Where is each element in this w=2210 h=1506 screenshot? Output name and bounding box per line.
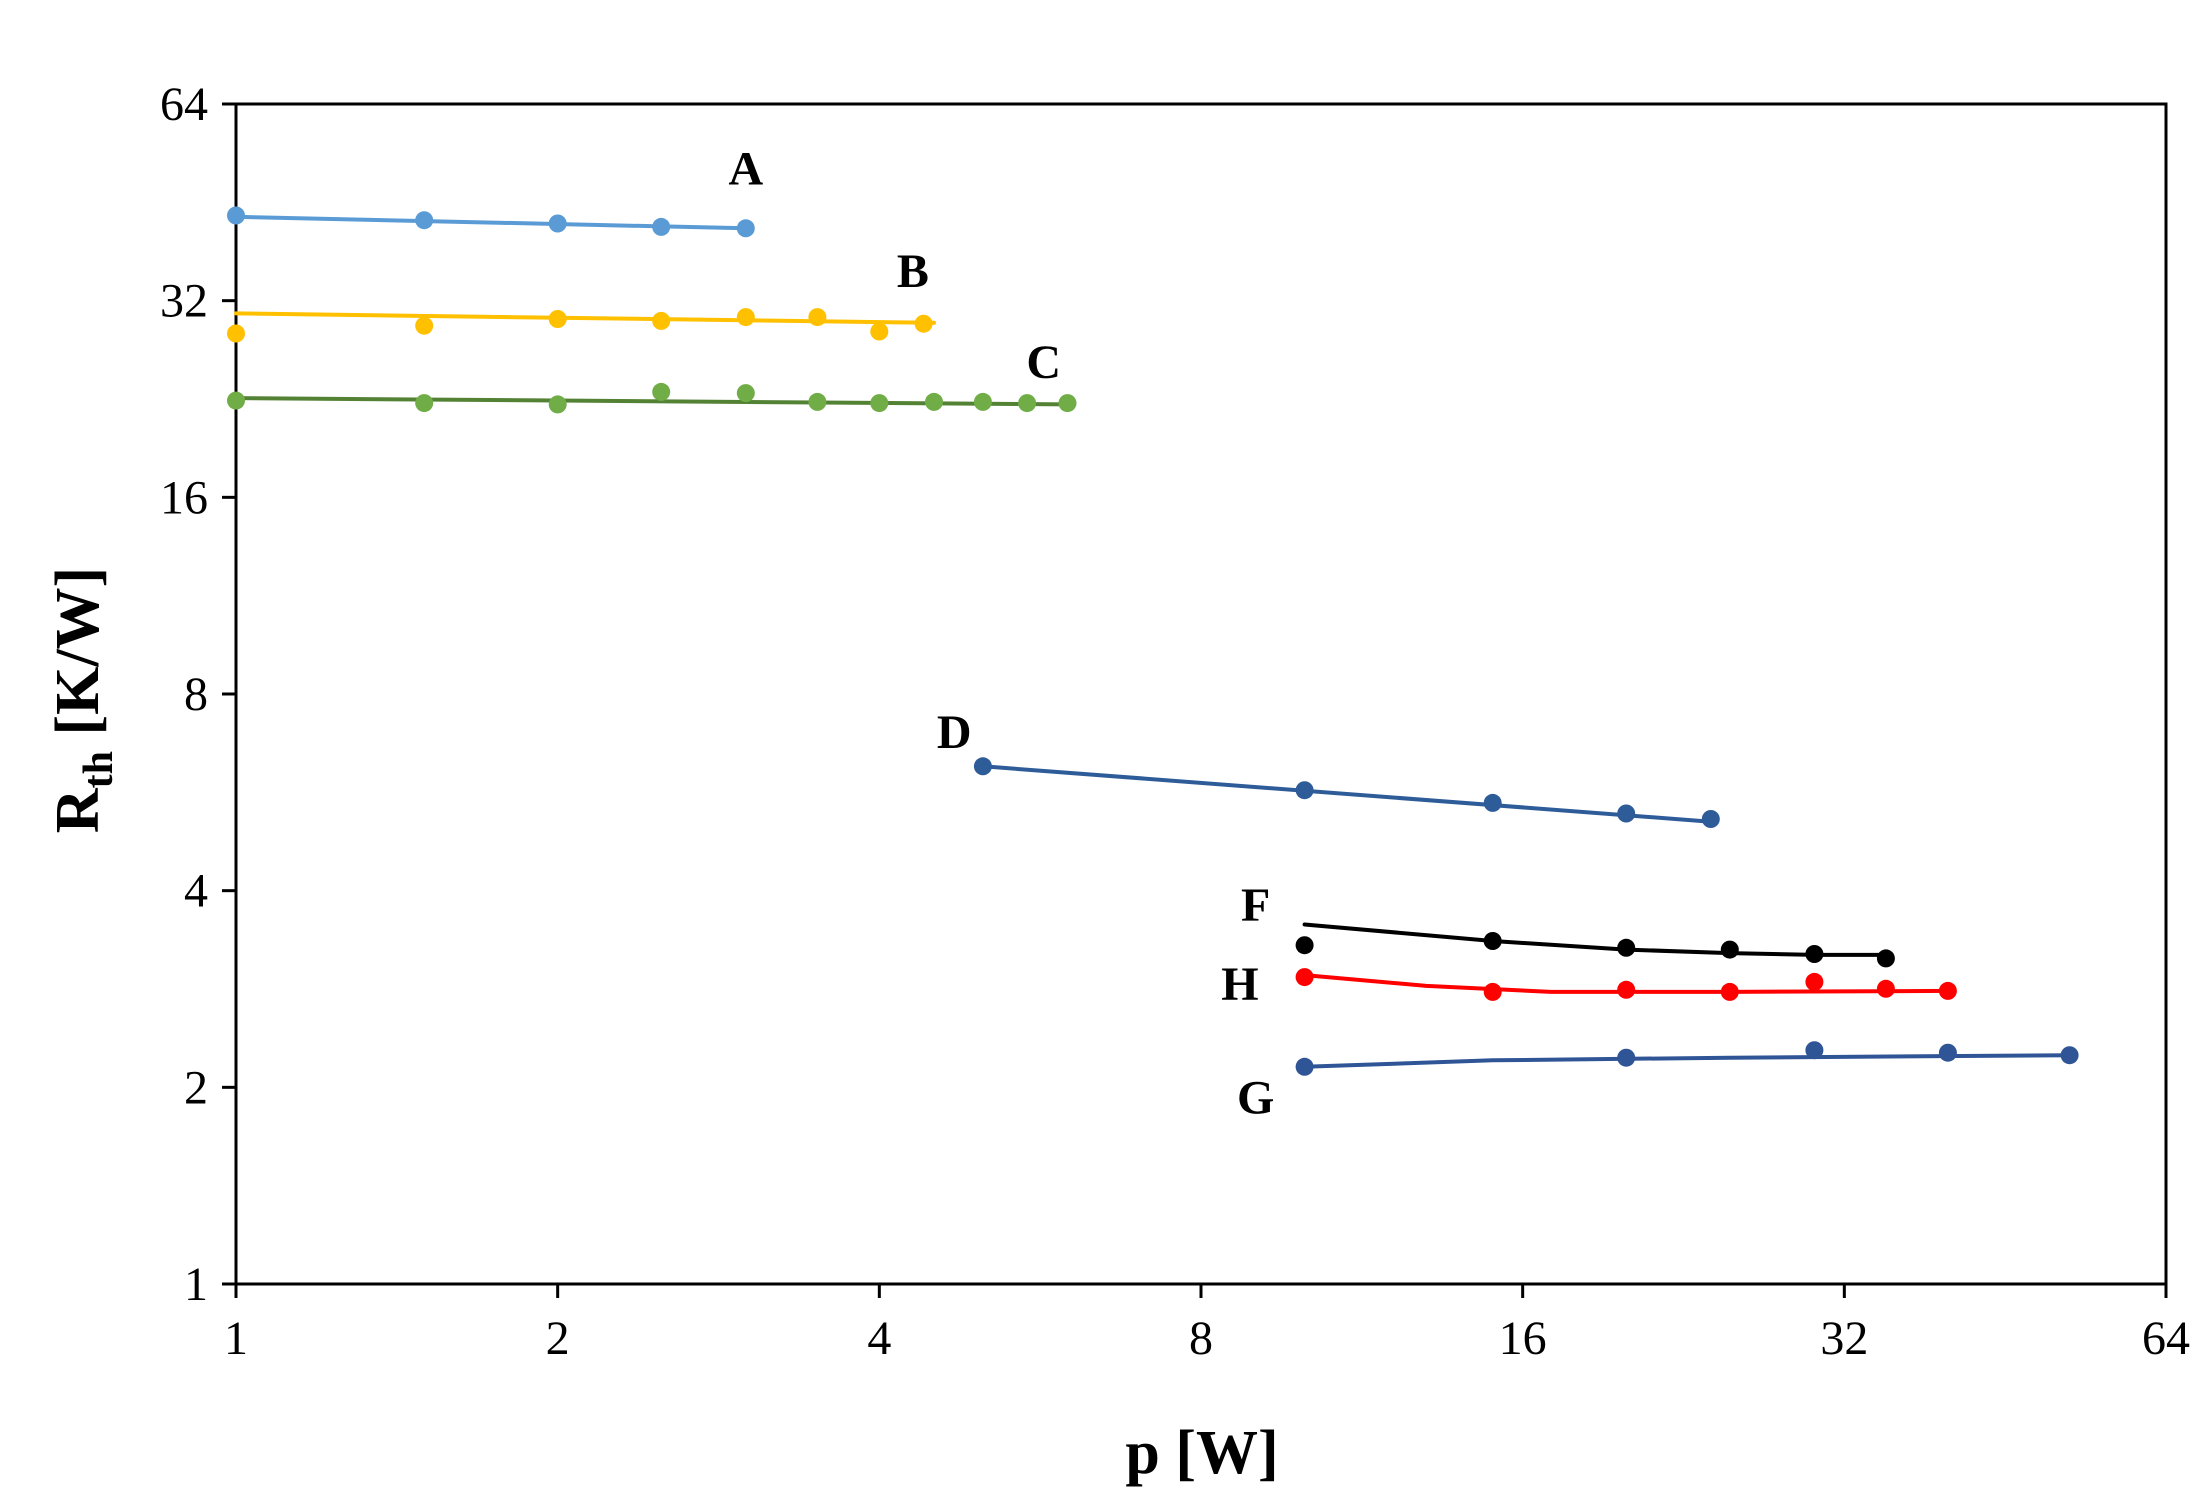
data-point-F-3 xyxy=(1720,940,1739,959)
data-points xyxy=(227,206,2079,1076)
y-tick-label-64: 64 xyxy=(160,78,208,131)
data-point-B-0 xyxy=(227,324,245,343)
data-point-C-0 xyxy=(227,391,245,410)
data-point-H-6 xyxy=(1938,981,1957,1000)
data-point-H-3 xyxy=(1720,982,1739,1001)
x-axis-ticks: 1 2 4 8 16 32 64 xyxy=(224,1284,2190,1365)
data-point-G-3 xyxy=(1938,1043,1957,1062)
series-label-B: B xyxy=(897,245,929,298)
data-point-A-2 xyxy=(548,214,567,233)
data-point-C-6 xyxy=(870,394,889,413)
data-point-D-1 xyxy=(1295,781,1314,800)
x-tick-label-32: 32 xyxy=(1820,1312,1868,1365)
data-point-B-6 xyxy=(870,322,889,341)
y-tick-label-8: 8 xyxy=(184,668,208,721)
data-point-D-2 xyxy=(1483,793,1502,812)
data-point-C-5 xyxy=(808,392,827,411)
data-point-H-5 xyxy=(1876,979,1895,998)
y-tick-label-32: 32 xyxy=(160,275,208,328)
data-point-F-4 xyxy=(1805,945,1824,963)
y-tick-label-4: 4 xyxy=(184,865,208,918)
x-tick-label-2: 2 xyxy=(546,1312,570,1365)
data-point-G-0 xyxy=(1295,1057,1314,1076)
data-point-B-2 xyxy=(548,310,567,328)
y-tick-label-2: 2 xyxy=(184,1061,208,1114)
data-point-B-1 xyxy=(415,316,434,335)
trend-line-D xyxy=(980,764,1713,824)
data-point-F-0 xyxy=(1295,936,1314,955)
data-point-G-2 xyxy=(1805,1041,1824,1060)
data-point-B-3 xyxy=(652,311,671,330)
data-point-C-4 xyxy=(736,384,755,403)
data-point-B-5 xyxy=(808,308,827,327)
data-point-D-3 xyxy=(1617,804,1636,823)
y-axis-title-main: R xyxy=(44,787,112,833)
data-point-H-1 xyxy=(1483,982,1502,1001)
series-label-A: A xyxy=(728,142,763,195)
series-label-C: C xyxy=(1026,336,1061,389)
y-axis-title-rest: [K/W] xyxy=(44,567,112,751)
data-point-C-3 xyxy=(652,382,671,401)
data-point-G-1 xyxy=(1617,1048,1636,1067)
series-label-H: H xyxy=(1221,958,1258,1011)
data-point-A-3 xyxy=(652,217,671,236)
y-tick-label-1: 1 xyxy=(184,1258,208,1311)
series-label-F: F xyxy=(1241,879,1270,932)
data-point-B-4 xyxy=(736,308,755,327)
x-tick-label-4: 4 xyxy=(867,1312,891,1365)
x-axis-title: p [W] xyxy=(1125,1419,1278,1487)
data-point-A-1 xyxy=(415,211,434,230)
data-point-A-4 xyxy=(736,219,755,238)
y-axis-title-subscript: th xyxy=(76,751,122,788)
data-point-C-1 xyxy=(415,394,434,413)
x-tick-label-16: 16 xyxy=(1499,1312,1547,1365)
series-annotations: A B C D FH G xyxy=(728,142,1274,1124)
series-label-G: G xyxy=(1237,1071,1274,1124)
x-tick-label-1: 1 xyxy=(224,1312,248,1365)
trend-line-G xyxy=(1302,1053,2072,1069)
data-point-H-2 xyxy=(1617,980,1636,999)
data-point-H-0 xyxy=(1295,968,1314,987)
data-point-C-9 xyxy=(1018,394,1037,413)
data-point-C-8 xyxy=(973,392,992,411)
data-point-C-7 xyxy=(925,392,943,411)
data-point-F-5 xyxy=(1876,949,1895,968)
data-point-A-0 xyxy=(227,206,245,225)
data-point-D-4 xyxy=(1701,810,1720,828)
y-tick-label-16: 16 xyxy=(160,471,208,524)
data-point-H-4 xyxy=(1805,972,1824,991)
series-label-D: D xyxy=(937,706,972,759)
trend-line-H xyxy=(1302,973,1950,994)
x-tick-label-64: 64 xyxy=(2142,1312,2190,1365)
y-axis-ticks: 1 2 4 8 16 32 64 xyxy=(160,78,236,1311)
data-point-C-2 xyxy=(548,395,567,414)
data-point-C-10 xyxy=(1058,394,1077,413)
y-axis-title: Rth [K/W] xyxy=(44,567,122,833)
data-point-F-1 xyxy=(1483,932,1502,950)
data-point-G-4 xyxy=(2060,1046,2079,1065)
trend-line-F xyxy=(1302,922,1888,957)
data-point-D-0 xyxy=(973,757,992,776)
data-point-F-2 xyxy=(1617,938,1636,957)
x-tick-label-8: 8 xyxy=(1189,1312,1213,1365)
data-point-B-7 xyxy=(914,314,933,333)
